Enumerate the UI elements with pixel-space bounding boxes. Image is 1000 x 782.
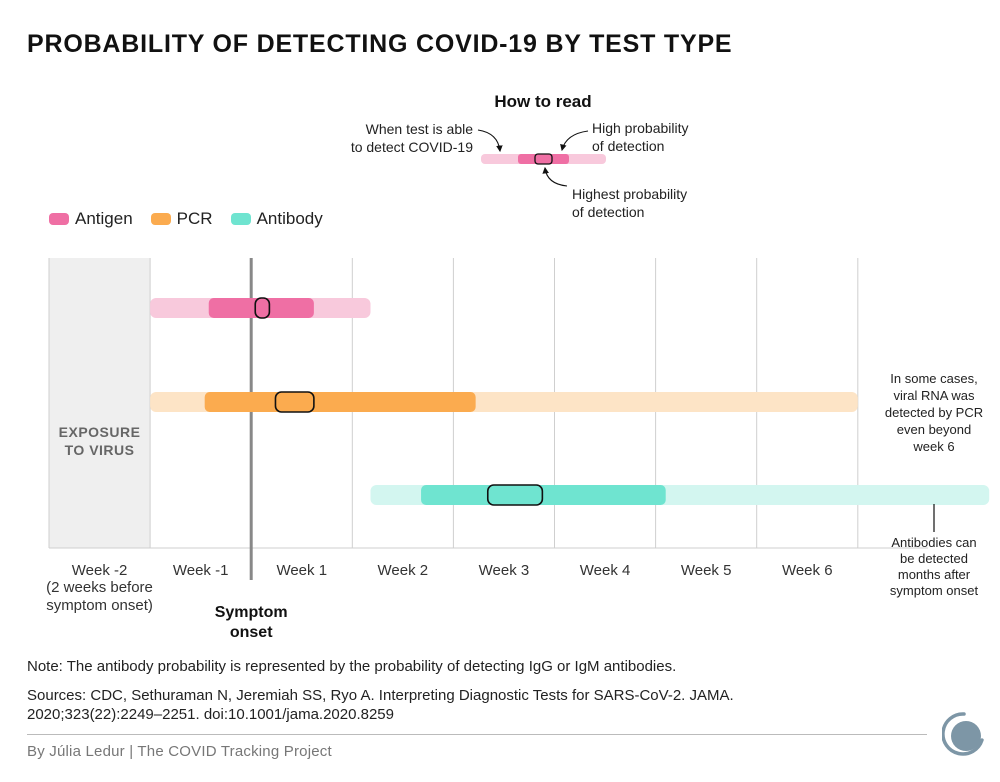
x-tick-label-week-1: Week -1 <box>173 562 229 579</box>
note: Note: The antibody probability is repres… <box>27 658 677 675</box>
legend-label: PCR <box>176 209 213 228</box>
legend-item-pcr: PCR <box>150 209 213 229</box>
key-label-highest: Highest probability of detection <box>572 186 687 220</box>
chart-title: PROBABILITY OF DETECTING COVID-19 BY TES… <box>27 30 733 58</box>
legend-swatch <box>230 213 251 225</box>
x-tick-label-week-3: Week 3 <box>479 562 530 579</box>
exposure-label: EXPOSURE TO VIRUS <box>59 424 141 458</box>
footer-divider <box>27 734 927 735</box>
x-tick-label-week-2: Week 2 <box>378 562 429 579</box>
range-high-pcr <box>204 392 476 412</box>
exposure-region <box>49 258 151 548</box>
x-tick-label-week-1: Week 1 <box>276 562 327 579</box>
range-highest-antigen <box>254 297 271 319</box>
legend-swatch <box>49 213 69 225</box>
covid-tracking-project-logo-icon <box>942 712 984 756</box>
legend-label: Antibody <box>256 209 323 228</box>
key-highest-bar <box>534 153 553 165</box>
x-tick-sublabel: (2 weeks before symptom onset) <box>46 579 153 614</box>
legend-item-antigen: Antigen <box>49 209 133 229</box>
range-highest-pcr <box>274 391 315 413</box>
symptom-onset-label: Symptom onset <box>215 604 288 641</box>
range-high-antibody <box>421 485 666 505</box>
how-to-read-title: How to read <box>494 92 591 111</box>
x-tick-label-week-4: Week 4 <box>580 562 631 579</box>
chart-svg: EXPOSURE TO VIRUS Symptom onset Week -2(2 we… <box>46 92 990 641</box>
key-label-detectable: When test is able to detect COVID-19 <box>351 121 473 155</box>
sources: Sources: CDC, Sethuraman N, Jeremiah SS,… <box>27 687 734 723</box>
x-tick-label-week-2: Week -2 <box>72 562 128 579</box>
key-arrow-highest <box>542 166 568 187</box>
legend-swatch <box>150 213 171 225</box>
annotation-pcr: In some cases, viral RNA was detected by P… <box>885 371 983 454</box>
key-label-high: High probability of detection <box>592 120 689 154</box>
legend-label: Antigen <box>75 209 133 228</box>
key-arrow-detectable <box>477 129 503 153</box>
range-highest-antibody <box>486 484 544 506</box>
x-tick-label-week-5: Week 5 <box>681 562 732 579</box>
legend: Antigen PCR Antibody <box>49 209 341 229</box>
credit: By Júlia Ledur | The COVID Tracking Proj… <box>27 743 332 760</box>
legend-item-antibody: Antibody <box>230 209 323 229</box>
key-arrow-high <box>560 130 589 152</box>
x-tick-label-week-6: Week 6 <box>782 562 833 579</box>
annotation-antibody: Antibodies can be detected months after sym… <box>890 535 979 598</box>
